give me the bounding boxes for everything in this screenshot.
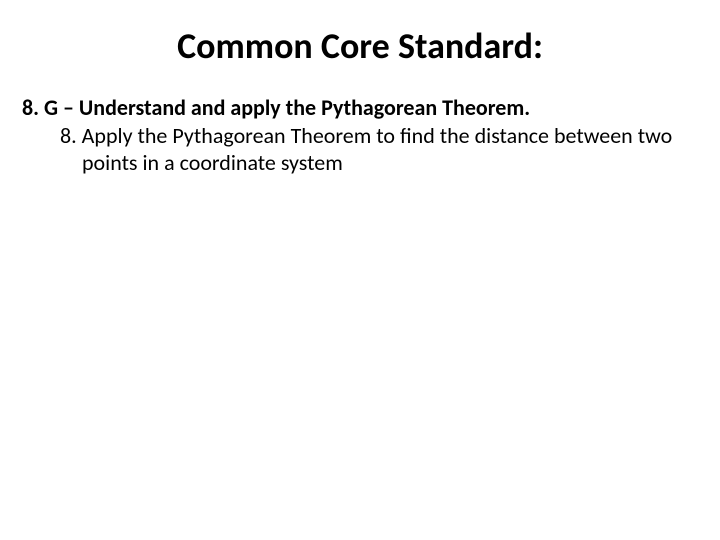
- standard-substandard: 8. Apply the Pythagorean Theorem to find…: [44, 122, 698, 177]
- standard-heading: 8. G – Understand and apply the Pythagor…: [22, 94, 698, 122]
- slide-title: Common Core Standard:: [22, 24, 698, 68]
- slide-container: Common Core Standard: 8. G – Understand …: [0, 0, 720, 540]
